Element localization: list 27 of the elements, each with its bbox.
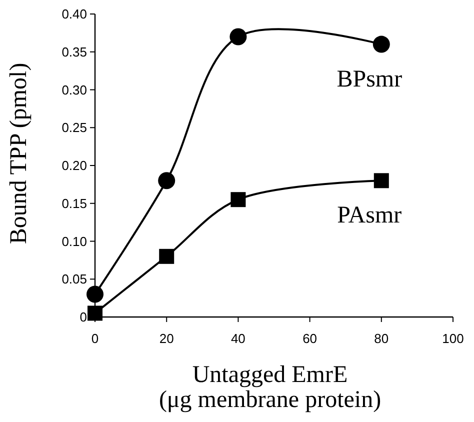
y-tick-label: 0 [80,310,87,325]
x-tick-label: 100 [442,331,464,346]
series-label: BPsmr [336,66,402,92]
y-tick-label: 0.25 [62,120,87,136]
series-label: PAsmr [337,202,402,229]
x-tick-label: 80 [374,331,389,346]
y-tick-label: 0.10 [62,234,87,249]
point [230,192,246,208]
point [86,286,104,303]
point [230,28,247,46]
y-tick-label: 0.15 [62,196,87,211]
y-tick-label: 0.40 [62,6,87,22]
point [159,248,174,264]
point [88,306,102,321]
y-tick-label: 0.30 [62,82,87,98]
y-tick-label: 0.05 [62,272,87,287]
x-tick-label: 40 [230,331,246,346]
x-tick-label: 20 [159,331,174,346]
y-tick-label: 0.35 [62,44,87,60]
y-axis-title: Bound TPP (pmol) [6,62,32,244]
x-tick-label: 60 [302,331,318,346]
x-axis-title: Untagged EmrE (μg membrane protein) [158,362,382,413]
point [374,173,389,188]
x-tick-label: 0 [91,331,99,346]
y-tick-label: 0.20 [62,158,87,174]
point [372,36,390,53]
point [158,172,176,190]
